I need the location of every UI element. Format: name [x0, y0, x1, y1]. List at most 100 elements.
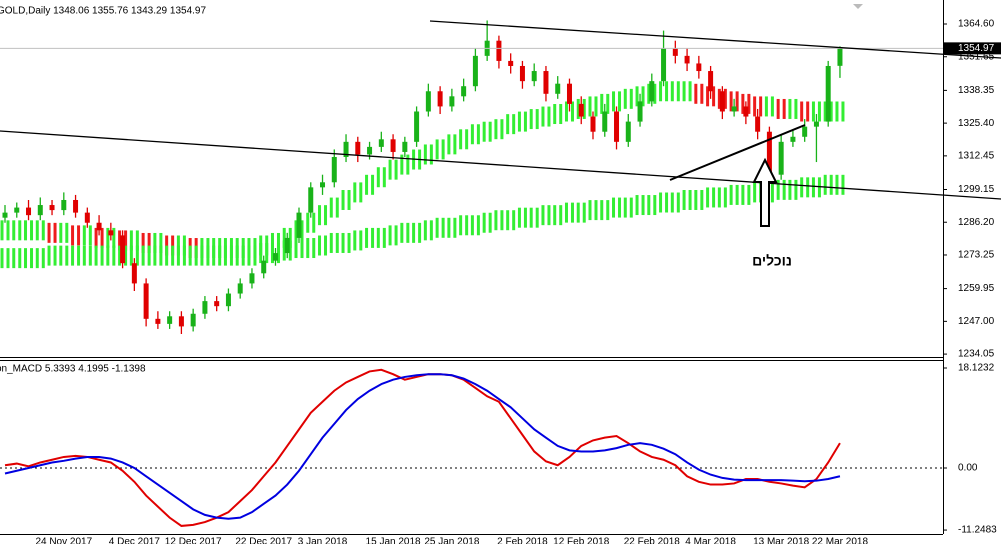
candle-body: [778, 141, 784, 175]
candle-body: [261, 260, 267, 274]
candle-body: [543, 71, 549, 94]
y-tick-label: 1247.00: [958, 316, 995, 327]
candle-body: [37, 205, 43, 216]
candle-body: [61, 199, 67, 211]
candle-body: [343, 141, 349, 158]
arrow: [752, 157, 778, 227]
y-tick-label: 0.00: [958, 463, 978, 474]
candle-body: [837, 48, 843, 66]
x-tick-label: 4 Mar 2018: [685, 537, 736, 544]
candle-body: [755, 116, 761, 132]
candle-body: [143, 283, 149, 319]
candle-body: [355, 141, 361, 155]
candle-body: [472, 55, 478, 87]
candle-body: [214, 301, 220, 307]
macd-line: [4, 373, 841, 520]
y-tick-label: 1234.05: [958, 349, 995, 360]
x-tick-label: 13 Mar 2018: [753, 537, 810, 544]
candle-body: [237, 283, 243, 294]
candle-body: [49, 205, 55, 211]
y-tick-label: 1338.35: [958, 85, 995, 96]
candle-body: [825, 65, 831, 122]
candle-body: [96, 222, 102, 231]
candle-body: [684, 55, 690, 64]
candle-body: [566, 83, 572, 104]
candle-body: [73, 199, 79, 213]
y-tick-label: 1312.45: [958, 151, 995, 162]
candle-body: [637, 101, 643, 122]
candle-body: [84, 212, 90, 223]
candle-body: [14, 207, 20, 213]
x-tick-label: 12 Feb 2018: [553, 537, 610, 544]
x-tick-label: 22 Mar 2018: [812, 537, 869, 544]
y-tick-label: 1273.25: [958, 250, 995, 261]
y-tick-label: 1286.20: [958, 217, 995, 228]
scroll-marker: [853, 4, 863, 9]
x-tick-label: 22 Dec 2017: [235, 537, 292, 544]
candle-body: [308, 187, 314, 213]
candle-body: [743, 106, 749, 117]
candle-body: [531, 71, 537, 82]
candle-body: [284, 237, 290, 254]
candle-body: [425, 91, 431, 112]
candle-body: [614, 111, 620, 142]
candle-body: [519, 65, 525, 82]
candle-body: [496, 40, 502, 61]
candle-body: [437, 91, 443, 107]
trend-line: [0, 130, 1001, 200]
candle-body: [155, 318, 161, 324]
candle-body: [249, 273, 255, 284]
candle-body: [190, 313, 196, 327]
candle-body: [555, 83, 561, 94]
y-tick-label: 1325.40: [958, 118, 995, 129]
candle-body: [672, 48, 678, 56]
price-label-box: [944, 42, 1001, 55]
candle-body: [590, 116, 596, 132]
candle-body: [26, 207, 32, 216]
candle-body: [131, 263, 137, 284]
x-tick-label: 15 Jan 2018: [366, 537, 421, 544]
candle-body: [108, 230, 114, 236]
trend-line: [429, 20, 1001, 59]
candle-body: [731, 106, 737, 112]
x-tick-label: 24 Nov 2017: [35, 537, 92, 544]
candle-body: [696, 63, 702, 72]
candle-body: [508, 60, 514, 66]
candle-body: [225, 293, 231, 307]
candle-body: [2, 212, 8, 218]
x-tick-label: 25 Jan 2018: [424, 537, 479, 544]
y-tick-label: 1259.95: [958, 283, 995, 294]
price-panel: 1364.601351.651338.351325.401312.451299.…: [0, 19, 995, 360]
candle-body: [649, 81, 655, 102]
candle-body: [766, 131, 772, 175]
chart-title: GOLD,Daily 1348.06 1355.76 1343.29 1354.…: [0, 6, 206, 17]
candle-body: [813, 121, 819, 127]
candle-body: [414, 111, 420, 142]
candle-body: [202, 301, 208, 314]
candle-body: [602, 111, 608, 132]
candle-body: [296, 212, 302, 238]
candle-body: [578, 103, 584, 117]
x-tick-label: 22 Feb 2018: [624, 537, 681, 544]
x-tick-label: 2 Feb 2018: [497, 537, 548, 544]
candle-body: [449, 96, 455, 107]
indicator-title: on_MACD 5.3393 4.1995 -1.1398: [0, 364, 146, 375]
candle-body: [790, 136, 796, 142]
candle-body: [708, 71, 714, 92]
x-tick-label: 4 Dec 2017: [109, 537, 161, 544]
price-label: 1354.97: [958, 43, 995, 54]
candle-body: [120, 235, 126, 264]
y-tick-label: -11.2483: [958, 525, 997, 536]
candle-body: [167, 316, 173, 324]
candle-body: [378, 139, 384, 147]
candle-body: [390, 139, 396, 152]
candle-body: [661, 48, 667, 82]
y-tick-label: 1364.60: [958, 19, 995, 30]
candle-body: [331, 157, 337, 183]
candle-body: [402, 141, 408, 152]
y-tick-label: 1299.15: [958, 184, 995, 195]
x-tick-label: 12 Dec 2017: [165, 537, 222, 544]
candle-body: [367, 146, 373, 155]
